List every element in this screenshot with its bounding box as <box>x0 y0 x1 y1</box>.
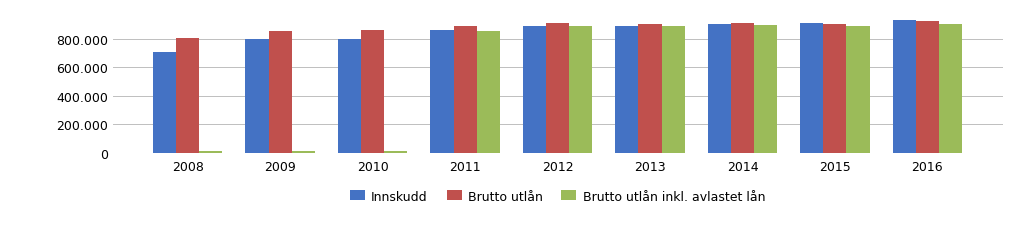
Bar <box>754 26 777 153</box>
Bar <box>893 21 916 153</box>
Bar <box>153 52 176 153</box>
Bar <box>615 26 638 153</box>
Bar <box>269 32 292 153</box>
Bar <box>939 25 962 153</box>
Bar <box>361 30 385 153</box>
Bar <box>638 25 662 153</box>
Bar <box>246 40 269 153</box>
Bar <box>662 26 684 153</box>
Bar <box>800 24 824 153</box>
Bar <box>546 24 569 153</box>
Bar <box>338 40 361 153</box>
Bar <box>730 24 754 153</box>
Bar <box>523 26 546 153</box>
Bar <box>431 31 453 153</box>
Bar <box>846 27 870 153</box>
Bar <box>176 39 199 153</box>
Bar <box>916 22 939 153</box>
Bar <box>199 152 222 153</box>
Bar <box>453 26 477 153</box>
Bar <box>385 151 407 153</box>
Bar <box>292 151 315 153</box>
Bar <box>708 25 730 153</box>
Bar <box>569 26 592 153</box>
Legend: Innskudd, Brutto utlån, Brutto utlån inkl. avlastet lån: Innskudd, Brutto utlån, Brutto utlån ink… <box>345 185 770 208</box>
Bar <box>477 32 500 153</box>
Bar <box>824 25 846 153</box>
